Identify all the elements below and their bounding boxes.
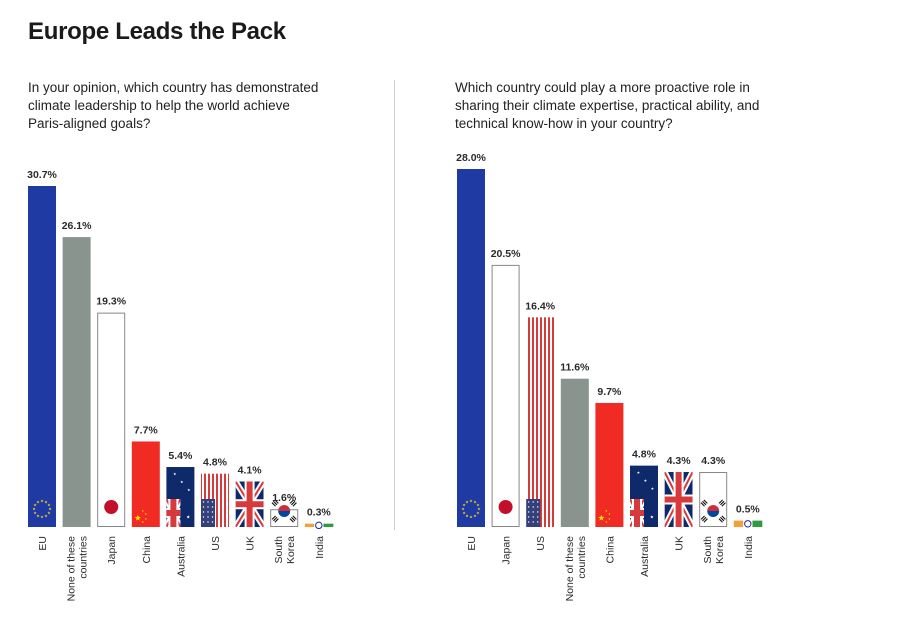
left-value-label-japan: 19.3%	[96, 296, 126, 308]
right-value-label-uk: 4.3%	[667, 455, 692, 467]
left-bar-south-korea	[270, 499, 299, 528]
right-category-label-australia: Australia	[639, 536, 651, 577]
right-category-label-none-of-these-countries: None of thesecountries	[564, 536, 588, 602]
right-value-label-eu: 28.0%	[456, 152, 486, 164]
left-category-label-eu: EU	[37, 536, 49, 551]
left-category-label-china: China	[141, 536, 153, 564]
left-value-label-none-of-these-countries: 26.1%	[62, 220, 92, 232]
left-bar-uk	[235, 481, 264, 528]
right-category-label-china: China	[604, 536, 616, 564]
right-bar-chart: 28.0% EU 20.5% Japan 16.4% US 11.6% None of the…	[456, 152, 763, 602]
right-value-label-japan: 20.5%	[491, 248, 521, 260]
left-category-label-australia: Australia	[175, 536, 187, 577]
right-category-label-south-korea: SouthKorea	[702, 536, 726, 564]
left-category-label-uk: UK	[245, 536, 257, 551]
right-value-label-us: 16.4%	[525, 300, 555, 312]
right-value-label-china: 9.7%	[597, 386, 622, 398]
right-category-label-india: India	[743, 536, 755, 559]
right-value-label-none-of-these-countries: 11.6%	[560, 362, 590, 374]
right-bar-australia	[630, 465, 658, 527]
left-bar-none-of-these-countries	[62, 237, 91, 527]
page-title: Europe Leads the Pack	[28, 18, 286, 45]
right-bar-uk	[664, 472, 693, 527]
right-category-label-eu: EU	[466, 536, 478, 551]
left-bar-australia	[166, 467, 195, 527]
left-bar-china	[131, 441, 160, 527]
right-category-label-japan: Japan	[501, 536, 513, 565]
left-chart-question: In your opinion, which country has demon…	[28, 80, 319, 131]
right-bar-eu	[457, 169, 485, 527]
right-value-label-south-korea: 4.3%	[701, 455, 726, 467]
right-category-label-us: US	[535, 536, 547, 551]
left-category-label-south-korea: SouthKorea	[273, 536, 297, 564]
right-bar-none-of-these-countries	[560, 378, 589, 527]
left-bar-eu	[28, 186, 56, 527]
left-value-label-australia: 5.4%	[168, 450, 193, 462]
right-bar-us	[526, 317, 555, 527]
right-category-label-uk: UK	[674, 536, 686, 551]
left-value-label-uk: 4.1%	[238, 464, 263, 476]
right-bar-south-korea	[699, 472, 728, 527]
right-bar-china	[595, 402, 624, 527]
left-bar-us	[201, 473, 229, 527]
left-bar-chart: 30.7% EU 26.1% None of thesecountries 19.3% J…	[27, 169, 334, 602]
left-value-label-south-korea: 1.6%	[272, 492, 297, 504]
left-category-label-india: India	[314, 536, 326, 559]
left-bar-india	[304, 521, 334, 530]
right-value-label-india: 0.5%	[736, 504, 761, 516]
left-category-label-us: US	[210, 536, 222, 551]
right-value-label-australia: 4.8%	[632, 449, 657, 461]
right-chart-question: Which country could play a more proactiv…	[455, 80, 760, 131]
left-value-label-india: 0.3%	[307, 507, 332, 519]
left-value-label-us: 4.8%	[203, 457, 228, 469]
left-bar-japan	[97, 312, 126, 527]
left-value-label-china: 7.7%	[134, 424, 159, 436]
chart-divider	[394, 80, 395, 530]
left-value-label-eu: 30.7%	[27, 169, 57, 181]
right-bar-india	[733, 520, 763, 528]
left-category-label-none-of-these-countries: None of thesecountries	[66, 536, 90, 602]
right-bar-japan	[491, 264, 520, 527]
left-category-label-japan: Japan	[106, 536, 118, 565]
